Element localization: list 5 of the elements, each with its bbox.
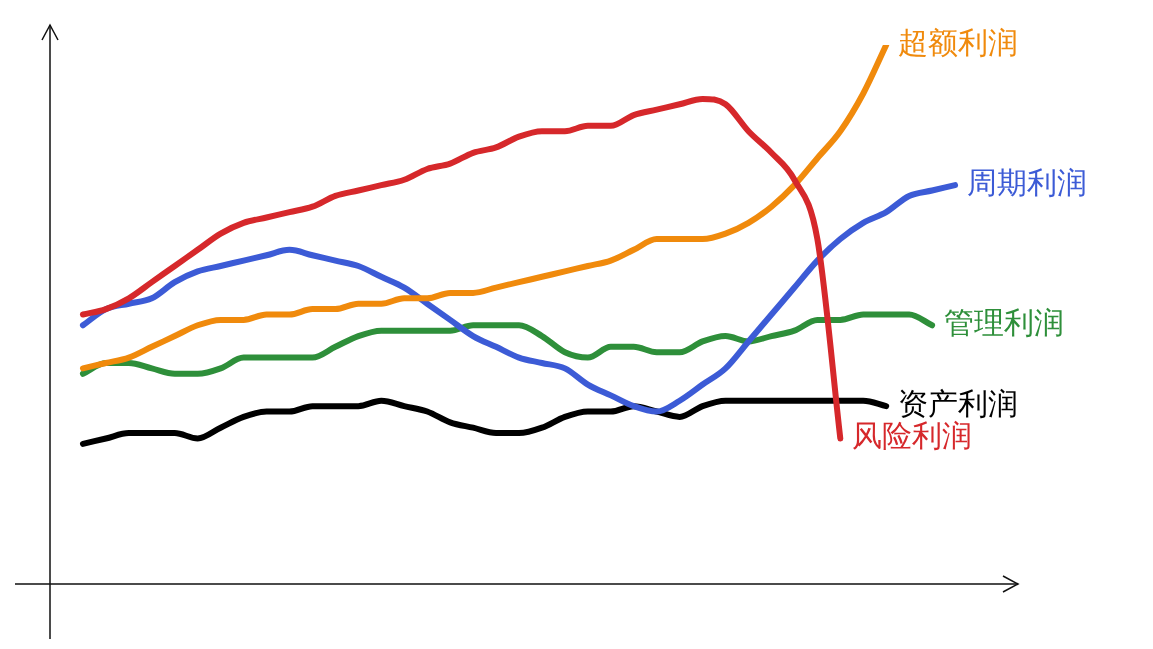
series-label: 风险利润 (852, 418, 973, 454)
series-label: 资产利润 (898, 385, 1019, 421)
series-label: 周期利润 (967, 164, 1088, 200)
series-label: 管理利润 (944, 305, 1065, 341)
series-label: 超额利润 (898, 24, 1019, 60)
